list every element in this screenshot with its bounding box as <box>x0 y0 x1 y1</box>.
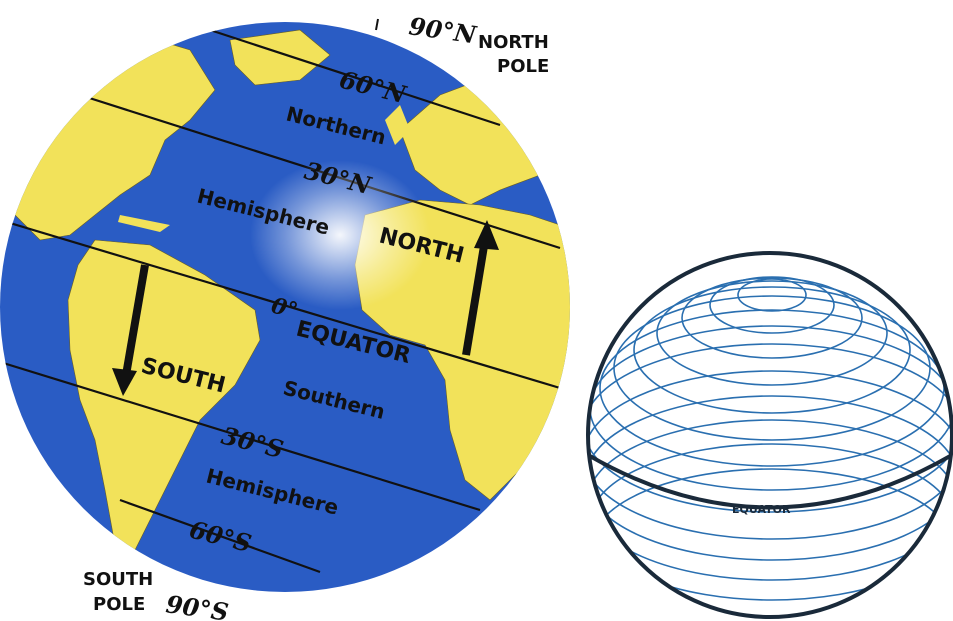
sphere-equator-label: EQUATOR <box>732 503 791 516</box>
south-america <box>67 239 261 561</box>
north-pole-line2: POLE <box>497 56 549 77</box>
equator-line <box>0 218 561 390</box>
latitude-line-30s <box>0 360 481 512</box>
south-pole-line1: SOUTH <box>83 569 153 590</box>
latitude-line-60s <box>119 498 321 574</box>
caribbean <box>118 215 170 232</box>
earth-globe: 60°N 30°N 0° 30°S 60°S EQUATOR Northern … <box>0 22 570 592</box>
latitude-sphere: EQUATOR <box>586 251 953 619</box>
south-pole-line2: POLE <box>93 594 145 615</box>
south-pole-label: SOUTH POLE 90°S <box>83 569 230 621</box>
south-arrow <box>112 264 149 396</box>
label-0-degrees: 0° <box>269 293 301 325</box>
north-arrow <box>462 220 499 356</box>
sphere-equator <box>588 453 952 510</box>
sphere-outline <box>586 251 953 619</box>
south-pole-degrees: 90°S <box>164 589 230 621</box>
latitude-line-60n <box>209 28 501 127</box>
light-glare <box>250 160 430 310</box>
north-pole-line1: NORTH <box>478 32 549 53</box>
british-isles <box>385 105 410 145</box>
north-pole-degrees: 90°N <box>407 11 479 49</box>
